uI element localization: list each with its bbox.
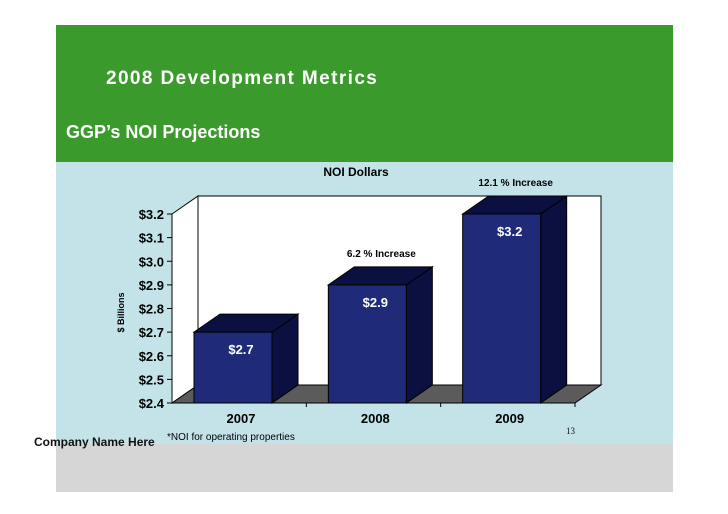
increase-annotation: 6.2 % Increase <box>347 249 416 260</box>
x-tick-label: 2007 <box>227 411 256 426</box>
y-axis-title: $ Billions <box>116 292 126 332</box>
increase-annotation: 12.1 % Increase <box>478 178 553 189</box>
footer-band <box>56 444 673 492</box>
page-number: 13 <box>566 426 575 436</box>
y-tick-label: $2.8 <box>139 302 164 317</box>
y-tick-label: $2.4 <box>139 396 165 411</box>
y-tick-label: $2.6 <box>139 349 164 364</box>
chart-footnote: *NOI for operating properties <box>167 432 295 443</box>
bar <box>327 284 407 404</box>
bar <box>462 213 542 404</box>
bar-side <box>405 265 433 404</box>
slide-title: 2008 Development Metrics <box>106 68 379 89</box>
company-name: Company Name Here <box>34 435 155 449</box>
bar <box>193 331 273 404</box>
y-tick-label: $3.1 <box>139 231 164 246</box>
y-tick-label: $3.0 <box>139 254 164 269</box>
x-tick-label: 2008 <box>361 411 390 426</box>
bar-data-label: $2.7 <box>228 342 253 357</box>
chart-title: NOI Dollars <box>323 165 389 179</box>
bar-side <box>540 195 568 404</box>
y-tick-label: $3.2 <box>139 207 164 222</box>
x-tick-label: 2009 <box>495 411 524 426</box>
slide-subtitle: GGP’s NOI Projections <box>66 122 261 142</box>
bar-data-label: $3.2 <box>497 224 522 239</box>
y-tick-label: $2.7 <box>139 325 164 340</box>
y-tick-label: $2.5 <box>139 372 164 387</box>
y-tick-label: $2.9 <box>139 278 164 293</box>
header-band <box>56 25 673 162</box>
bar-data-label: $2.9 <box>363 295 388 310</box>
